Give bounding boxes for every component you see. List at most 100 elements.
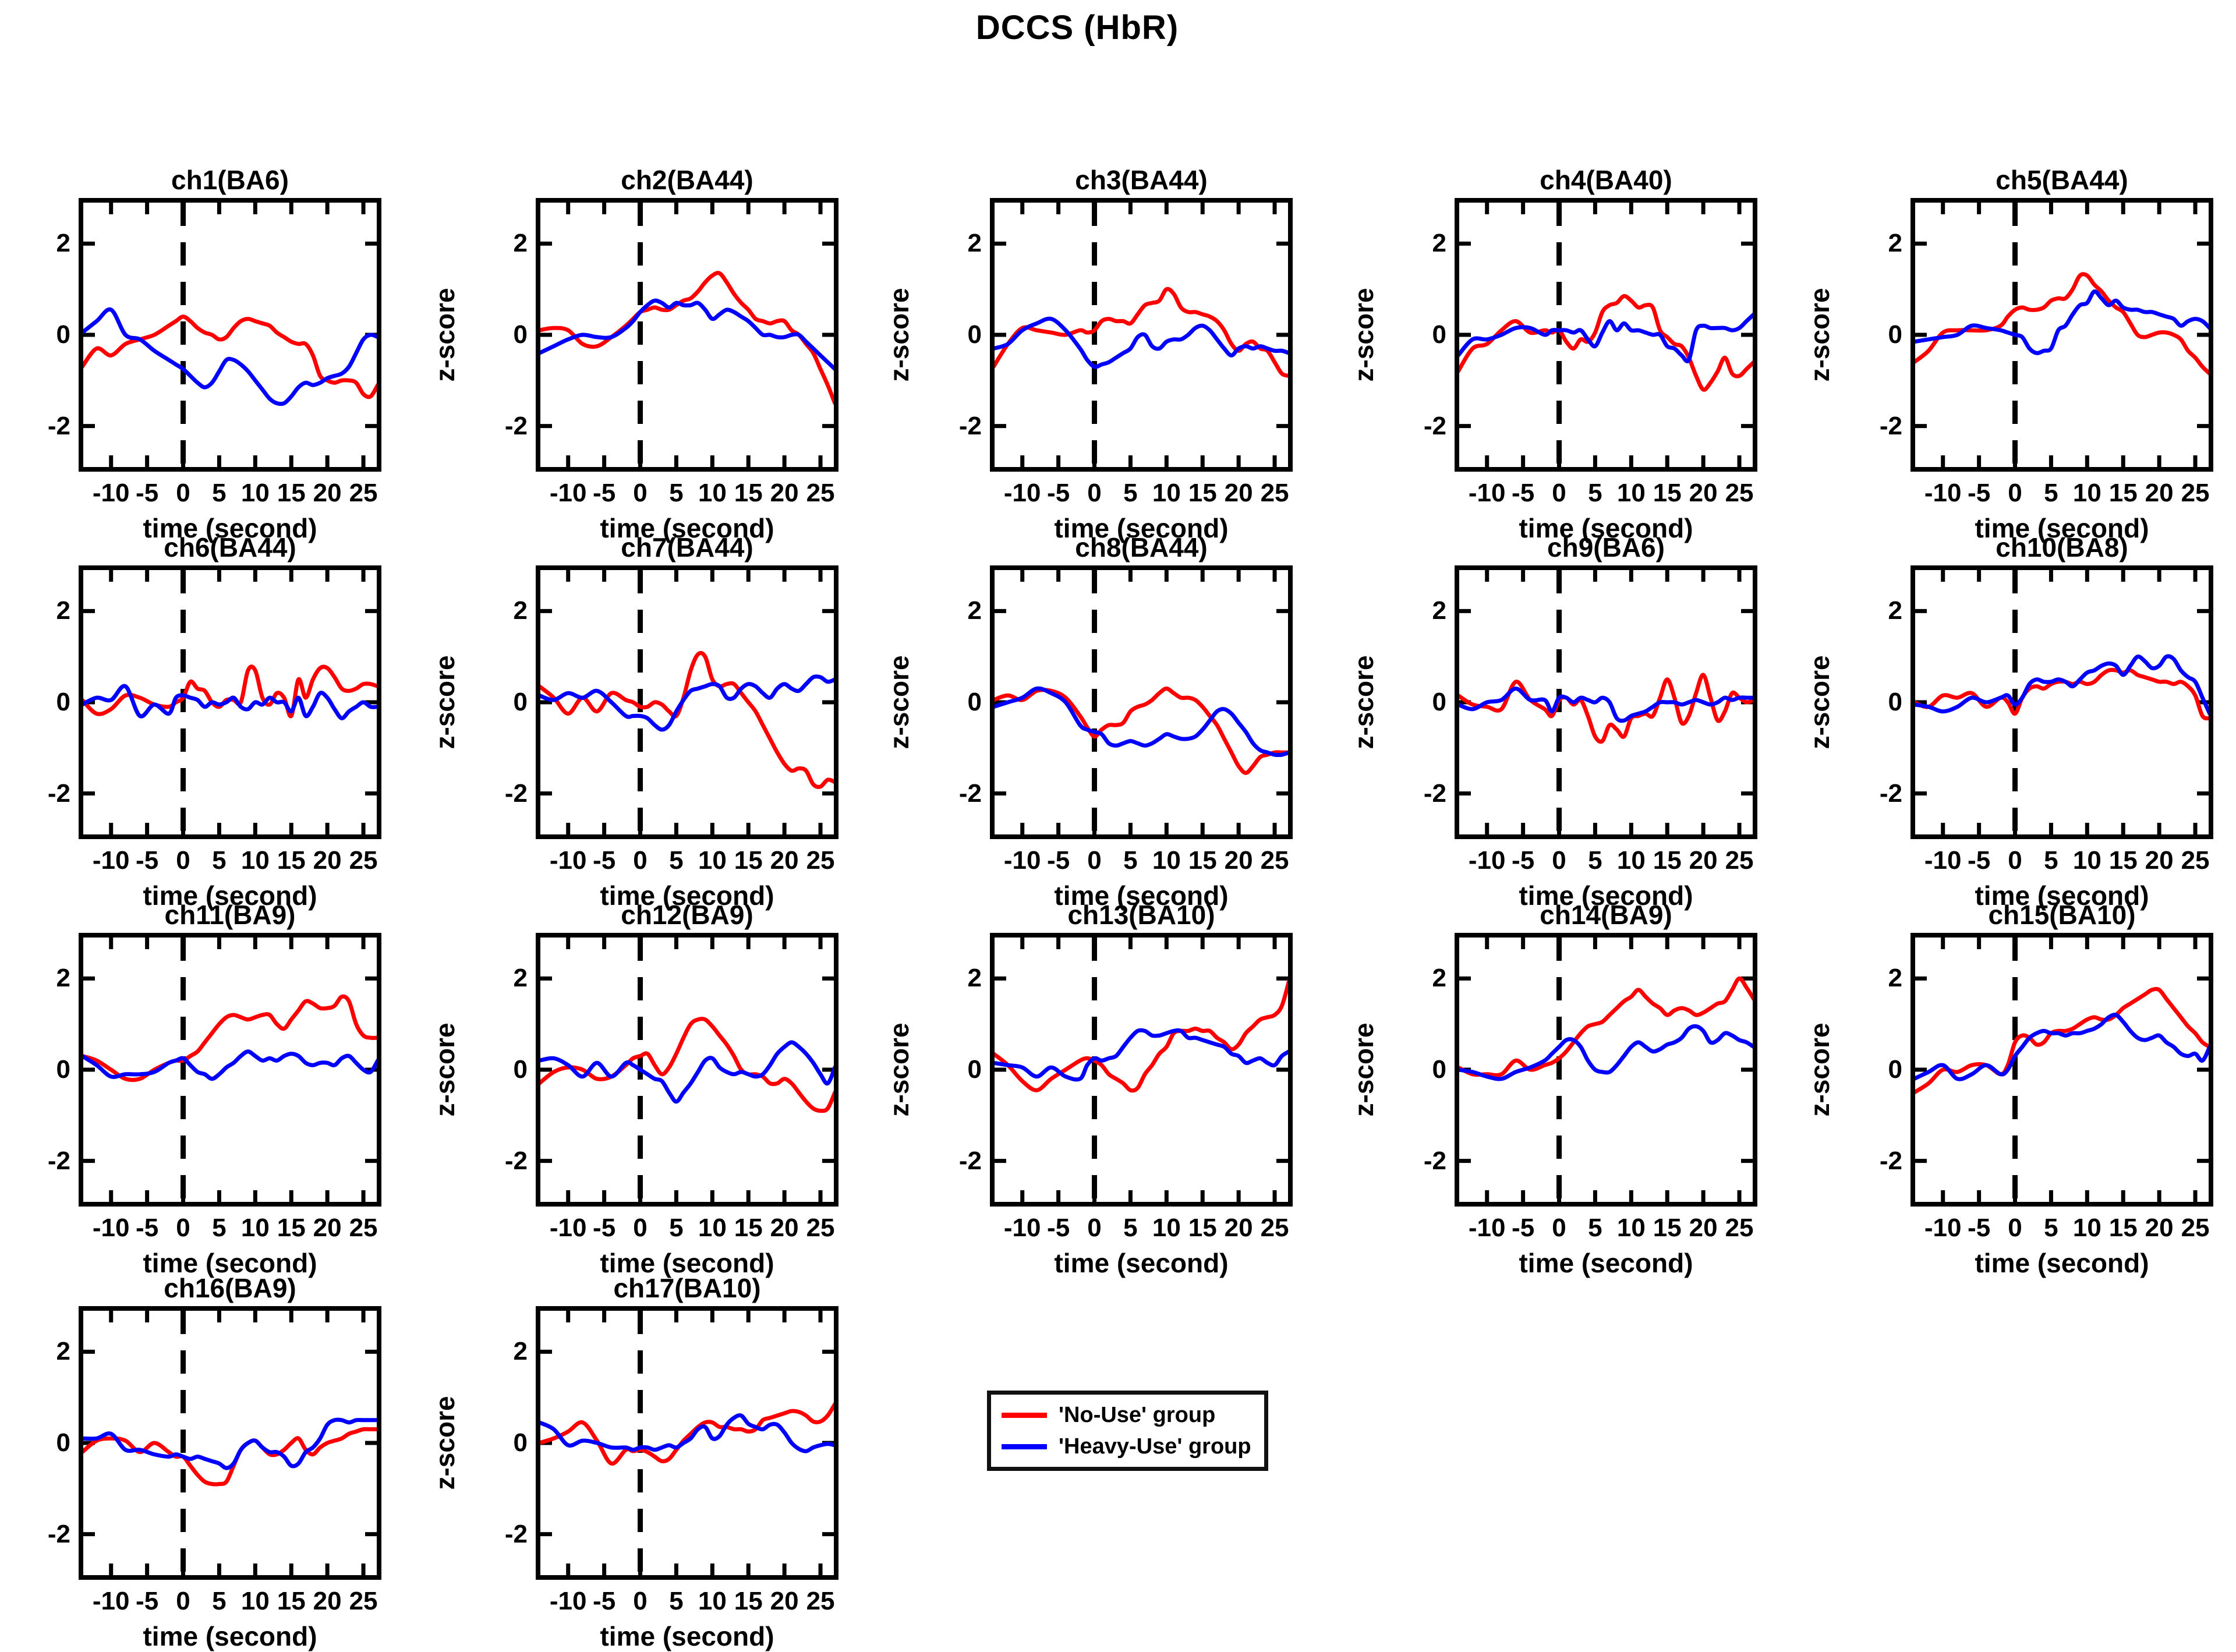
y-axis-label: z-score	[430, 655, 460, 749]
subplot-ch7: ch7(BA44) z-score -2 0 2 -10 -5 0 5 10 15 20 25 time …	[430, 532, 838, 911]
subplot-ch15: ch15(BA10) z-score -2 0 2 -10 -5 0 5 10 15 20 25 time…	[1805, 900, 2213, 1278]
x-tick-label: -10	[1924, 846, 1962, 875]
subplot-ch1: ch1(BA6) z-score -2 0 2 -10 -5 0 5 10 15 20 25 time (…	[0, 165, 381, 543]
x-tick-label: 5	[2044, 1214, 2058, 1242]
x-tick-label: 20	[1689, 846, 1718, 875]
plot-area	[1455, 565, 1757, 839]
series-no-use	[537, 1017, 837, 1113]
x-axis-label: time (second)	[1975, 880, 2149, 911]
plot-area	[79, 1306, 381, 1580]
x-tick-label: 10	[1152, 1214, 1181, 1242]
axes-frame	[536, 1306, 838, 1580]
x-tick-label: 0	[1552, 1214, 1566, 1242]
series-heavy-use	[1456, 312, 1756, 363]
x-tick-label: -10	[92, 846, 130, 875]
axes-frame	[536, 565, 838, 839]
y-tick-label: 2	[1432, 229, 1446, 258]
y-tick-label: -2	[1879, 1146, 1902, 1175]
y-tick-label: -2	[47, 1519, 70, 1548]
legend-line-blue	[1002, 1444, 1047, 1449]
chart-title: ch4(BA40)	[1540, 165, 1672, 195]
plot-area	[536, 198, 838, 472]
y-tick-label: 2	[56, 964, 70, 993]
y-tick-label: 2	[513, 1337, 528, 1366]
x-tick-label: -10	[549, 479, 587, 507]
x-tick-label: -10	[549, 1587, 587, 1615]
series-no-use	[991, 687, 1292, 775]
x-tick-label: -5	[593, 1587, 616, 1615]
x-tick-label: -10	[1468, 1214, 1506, 1242]
x-tick-label: -10	[1003, 1214, 1041, 1242]
y-tick-label: 2	[967, 229, 982, 258]
x-tick-label: 20	[770, 846, 799, 875]
y-tick-label: -2	[958, 1146, 982, 1175]
plot-area	[1455, 933, 1757, 1207]
legend-line-red	[1002, 1412, 1047, 1418]
y-axis-label: z-score	[0, 288, 3, 382]
series-no-use	[1912, 272, 2212, 376]
y-axis-label: z-score	[430, 1396, 460, 1490]
legend-label-heavy-use: 'Heavy-Use' group	[1059, 1434, 1251, 1459]
subplot-ch8: ch8(BA44) z-score -2 0 2 -10 -5 0 5 10 15 20 25 time …	[884, 532, 1293, 911]
axes-frame	[79, 933, 381, 1207]
x-tick-label: 20	[770, 479, 799, 507]
x-tick-label: 10	[240, 846, 270, 875]
y-axis-label: z-score	[884, 655, 914, 749]
x-tick-label: 0	[1552, 479, 1566, 507]
x-tick-label: -10	[92, 479, 130, 507]
x-tick-label: 20	[313, 846, 342, 875]
x-tick-label: 10	[240, 1214, 270, 1242]
x-tick-label: 10	[698, 1587, 727, 1615]
x-tick-label: 20	[1224, 846, 1253, 875]
y-tick-label: -2	[958, 411, 982, 440]
y-tick-label: 0	[513, 688, 528, 716]
y-tick-label: 0	[1432, 320, 1446, 349]
chart-title: ch5(BA44)	[1996, 165, 2128, 195]
x-tick-label: -5	[1047, 846, 1070, 875]
x-tick-label: 10	[1152, 479, 1181, 507]
plot-area	[536, 933, 838, 1207]
chart-title: ch11(BA9)	[164, 900, 296, 930]
x-tick-label: -5	[593, 1214, 616, 1242]
y-axis-label: z-score	[0, 1023, 3, 1117]
y-axis-label: z-score	[884, 1023, 914, 1117]
y-tick-label: 0	[967, 320, 982, 349]
chart-title: ch13(BA10)	[1067, 900, 1215, 930]
x-tick-label: -5	[1512, 1214, 1535, 1242]
x-tick-label: 5	[1588, 479, 1602, 507]
axes-frame	[79, 198, 381, 472]
y-tick-label: -2	[1423, 1146, 1446, 1175]
x-tick-label: -5	[136, 1587, 159, 1615]
x-tick-label: -10	[1468, 479, 1506, 507]
series-heavy-use	[991, 316, 1292, 369]
series-heavy-use	[991, 686, 1292, 758]
x-tick-label: 10	[1616, 479, 1646, 507]
x-tick-label: -10	[92, 1587, 130, 1615]
x-tick-label: 10	[2072, 846, 2101, 875]
x-tick-label: 10	[2072, 479, 2101, 507]
x-tick-label: -5	[1968, 1214, 1991, 1242]
y-axis-label: z-score	[0, 1396, 3, 1490]
chart-title: ch15(BA10)	[1988, 900, 2136, 930]
chart-title: ch6(BA44)	[164, 532, 296, 563]
series-heavy-use	[1912, 654, 2212, 716]
series-no-use	[537, 650, 837, 789]
chart-title: ch14(BA9)	[1540, 900, 1672, 930]
x-tick-label: 25	[1260, 1214, 1289, 1242]
x-tick-label: 20	[1224, 1214, 1253, 1242]
plot-area	[990, 933, 1293, 1207]
x-tick-label: 15	[1653, 846, 1682, 875]
chart-title: ch7(BA44)	[621, 532, 753, 563]
x-tick-label: 25	[2181, 1214, 2210, 1242]
x-tick-label: 10	[698, 479, 727, 507]
y-tick-label: 0	[56, 1428, 70, 1457]
series-no-use	[537, 271, 837, 405]
x-tick-label: 0	[2008, 846, 2022, 875]
x-tick-label: -10	[1924, 479, 1962, 507]
x-tick-label: 20	[1689, 479, 1718, 507]
x-tick-label: 10	[1616, 846, 1646, 875]
series-heavy-use	[80, 1417, 380, 1470]
y-tick-label: 2	[1888, 596, 1902, 625]
axes-frame	[990, 198, 1293, 472]
x-tick-label: 25	[349, 846, 378, 875]
